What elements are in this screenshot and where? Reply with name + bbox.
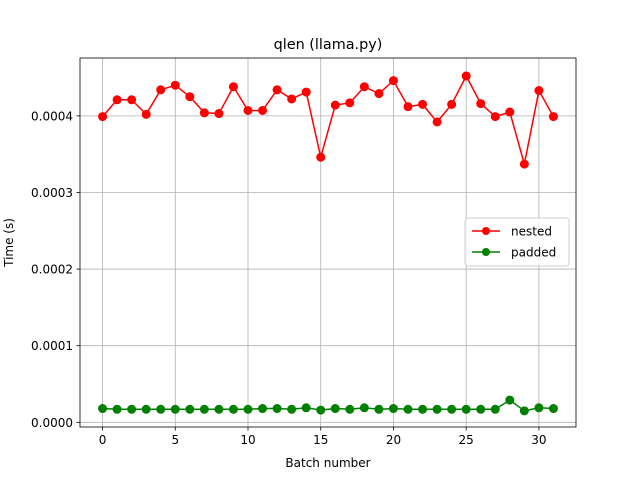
data-point-nested [316,152,326,162]
y-tick-label: 0.0004 [31,109,73,123]
data-point-nested [548,112,558,122]
data-point-padded [287,404,297,414]
data-point-padded [301,403,311,413]
data-point-padded [403,404,413,414]
x-tick-label: 15 [313,433,328,447]
data-point-padded [98,404,108,414]
legend-marker-nested [482,227,490,235]
data-point-nested [403,102,413,112]
x-axis-label: Batch number [285,456,370,470]
grid [80,58,576,427]
data-point-nested [272,85,282,95]
data-point-nested [141,109,151,119]
chart-title: qlen (llama.py) [274,37,383,53]
x-tick-label: 5 [171,433,179,447]
data-point-padded [490,404,500,414]
data-point-padded [374,404,384,414]
data-point-padded [141,404,151,414]
legend-box [464,217,570,267]
data-point-nested [447,99,457,109]
data-point-nested [418,99,428,109]
y-tick-label: 0.0000 [31,416,73,430]
x-tick-label: 10 [240,433,255,447]
data-point-nested [505,107,515,117]
data-point-padded [185,404,195,414]
y-tick-label: 0.0001 [31,339,73,353]
data-point-padded [418,404,428,414]
data-point-nested [258,105,268,115]
data-point-padded [519,406,529,416]
data-point-nested [461,71,471,81]
axes-frame [79,57,577,428]
data-point-padded [548,404,558,414]
data-point-nested [359,82,369,92]
ticks: 0 5 10 15 20 25 30 0.0000 0.0001 0.0002 0.0003 0.00… [31,109,547,447]
data-point-padded [112,404,122,414]
data-point-nested [112,95,122,105]
data-point-padded [127,404,137,414]
y-axis-label: Time (s) [2,218,16,268]
data-point-nested [374,89,384,99]
data-point-nested [476,99,486,109]
data-point-padded [214,404,224,414]
data-point-padded [476,404,486,414]
data-point-nested [127,95,137,105]
data-point-nested [534,86,544,96]
data-point-padded [505,395,515,405]
series-padded [98,395,558,416]
data-point-nested [388,76,398,86]
data-point-padded [243,404,253,414]
legend-label-padded: padded [511,246,556,260]
data-point-padded [461,404,471,414]
data-point-padded [447,404,457,414]
data-point-padded [316,405,326,415]
data-point-nested [228,82,238,92]
data-point-padded [388,404,398,414]
legend-label-nested: nested [511,225,552,239]
x-tick-label: 30 [531,433,546,447]
data-point-nested [185,92,195,102]
data-point-nested [432,117,442,127]
data-point-padded [432,404,442,414]
data-point-padded [199,404,209,414]
data-point-nested [301,87,311,97]
y-tick-label: 0.0003 [31,186,73,200]
data-point-padded [359,403,369,413]
data-point-nested [214,109,224,119]
data-point-nested [287,94,297,104]
x-tick-label: 0 [99,433,107,447]
data-point-nested [98,112,108,122]
legend-marker-padded [482,248,490,256]
data-point-nested [519,159,529,169]
data-point-padded [534,403,544,413]
data-point-nested [490,112,500,122]
data-point-padded [156,404,166,414]
data-point-nested [345,98,355,108]
x-tick-label: 20 [386,433,401,447]
series-layer [98,71,558,416]
data-point-padded [330,404,340,414]
data-point-nested [330,100,340,110]
data-point-nested [199,108,209,118]
data-point-padded [170,404,180,414]
series-nested [98,71,558,169]
x-tick-label: 25 [459,433,474,447]
data-point-padded [272,404,282,414]
data-point-nested [170,80,180,90]
data-point-padded [228,404,238,414]
data-point-nested [243,105,253,115]
data-point-nested [156,85,166,95]
y-tick-label: 0.0002 [31,263,73,277]
data-point-padded [258,404,268,414]
legend: nested padded [464,217,570,267]
data-point-padded [345,404,355,414]
